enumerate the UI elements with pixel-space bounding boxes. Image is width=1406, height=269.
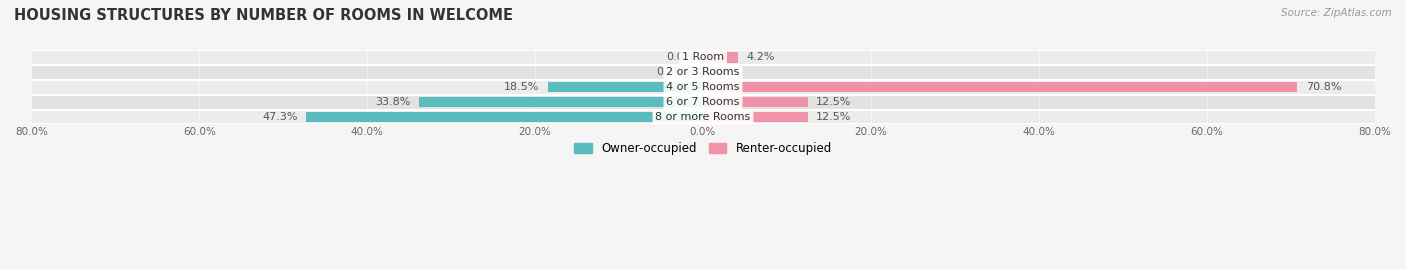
Text: 8 or more Rooms: 8 or more Rooms	[655, 112, 751, 122]
Text: 70.8%: 70.8%	[1306, 82, 1341, 92]
Legend: Owner-occupied, Renter-occupied: Owner-occupied, Renter-occupied	[569, 137, 837, 160]
Text: 2 or 3 Rooms: 2 or 3 Rooms	[666, 67, 740, 77]
Text: 12.5%: 12.5%	[817, 112, 852, 122]
Bar	[31, 109, 1375, 125]
Bar	[31, 80, 1375, 95]
Bar	[31, 95, 1375, 109]
Text: 33.8%: 33.8%	[375, 97, 411, 107]
Bar	[703, 112, 808, 122]
Text: Source: ZipAtlas.com: Source: ZipAtlas.com	[1281, 8, 1392, 18]
Bar	[419, 97, 703, 107]
Bar	[700, 67, 703, 77]
Text: 1 Room: 1 Room	[682, 52, 724, 62]
Text: 0.0%: 0.0%	[666, 52, 695, 62]
Bar	[31, 65, 1375, 80]
Bar	[703, 82, 1298, 93]
Text: 6 or 7 Rooms: 6 or 7 Rooms	[666, 97, 740, 107]
Text: 4 or 5 Rooms: 4 or 5 Rooms	[666, 82, 740, 92]
Text: 0.0%: 0.0%	[711, 67, 740, 77]
Text: 18.5%: 18.5%	[503, 82, 540, 92]
Text: 4.2%: 4.2%	[747, 52, 775, 62]
Bar	[548, 82, 703, 93]
Text: 12.5%: 12.5%	[817, 97, 852, 107]
Bar	[703, 52, 738, 63]
Bar	[31, 50, 1375, 65]
Bar	[307, 112, 703, 122]
Bar	[703, 97, 808, 107]
Text: 0.36%: 0.36%	[657, 67, 692, 77]
Text: HOUSING STRUCTURES BY NUMBER OF ROOMS IN WELCOME: HOUSING STRUCTURES BY NUMBER OF ROOMS IN…	[14, 8, 513, 23]
Text: 47.3%: 47.3%	[262, 112, 298, 122]
